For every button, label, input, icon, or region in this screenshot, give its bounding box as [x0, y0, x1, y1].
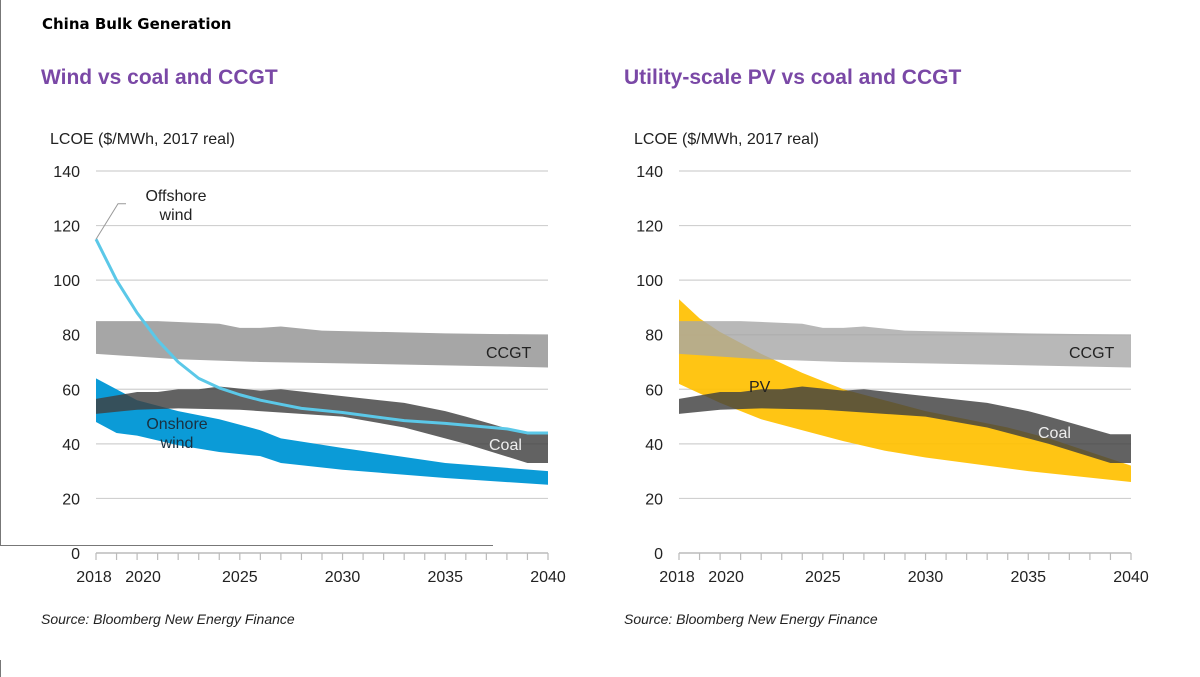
frame-line	[0, 545, 493, 546]
annotation-onshore: Onshore	[146, 416, 207, 433]
x-tick-label: 2025	[222, 569, 258, 586]
band-coal	[679, 386, 1131, 463]
line-offshore-wind	[94, 238, 548, 435]
annotation-pv: PV	[749, 379, 771, 396]
y-tick-label: 120	[636, 219, 663, 236]
x-tick-label: 2040	[530, 569, 566, 586]
frame-line	[0, 0, 1, 546]
annotation-coal: Coal	[489, 437, 522, 454]
x-tick-label: 2030	[908, 569, 944, 586]
annotation-offshore: Offshore	[145, 188, 206, 205]
annotation-onshore: wind	[160, 435, 194, 452]
band-coal	[96, 386, 548, 463]
y-tick-label: 40	[645, 437, 663, 454]
x-tick-label: 2040	[1113, 569, 1149, 586]
y-tick-label: 100	[636, 273, 663, 290]
x-tick-label: 2020	[708, 569, 744, 586]
source-note-wind: Source: Bloomberg New Energy Finance	[41, 611, 295, 627]
annotation-ccgt: CCGT	[1069, 345, 1115, 362]
x-tick-label: 2035	[427, 569, 463, 586]
y-tick-label: 0	[71, 546, 80, 563]
band-onshore-wind	[96, 378, 548, 485]
y-axis-label-pv: LCOE ($/MWh, 2017 real)	[634, 131, 819, 148]
annotation-ccgt: CCGT	[486, 345, 532, 362]
x-tick-label: 2018	[659, 569, 695, 586]
y-tick-label: 60	[62, 382, 80, 399]
page-title: China Bulk Generation	[42, 15, 232, 33]
annotation-coal: Coal	[1038, 425, 1071, 442]
y-tick-label: 20	[645, 491, 663, 508]
y-tick-label: 140	[53, 164, 80, 181]
y-tick-label: 140	[636, 164, 663, 181]
y-axis-label-wind: LCOE ($/MWh, 2017 real)	[50, 131, 235, 148]
leader-line	[95, 203, 126, 240]
x-tick-label: 2035	[1010, 569, 1046, 586]
annotation-offshore: wind	[159, 207, 193, 224]
y-tick-label: 80	[62, 328, 80, 345]
band-pv	[679, 299, 1131, 483]
source-note-pv: Source: Bloomberg New Energy Finance	[624, 611, 878, 627]
y-tick-label: 100	[53, 273, 80, 290]
frame-line	[0, 660, 1, 677]
band-ccgt	[679, 321, 1131, 368]
chart-title-wind: Wind vs coal and CCGT	[41, 66, 278, 89]
chart-title-pv: Utility-scale PV vs coal and CCGT	[624, 66, 962, 89]
y-tick-label: 60	[645, 382, 663, 399]
band-ccgt	[96, 321, 548, 368]
x-tick-label: 2018	[76, 569, 112, 586]
y-tick-label: 0	[654, 546, 663, 563]
x-tick-label: 2020	[125, 569, 161, 586]
x-tick-label: 2030	[325, 569, 361, 586]
y-tick-label: 40	[62, 437, 80, 454]
x-tick-label: 2025	[805, 569, 841, 586]
y-tick-label: 120	[53, 219, 80, 236]
y-tick-label: 20	[62, 491, 80, 508]
y-tick-label: 80	[645, 328, 663, 345]
